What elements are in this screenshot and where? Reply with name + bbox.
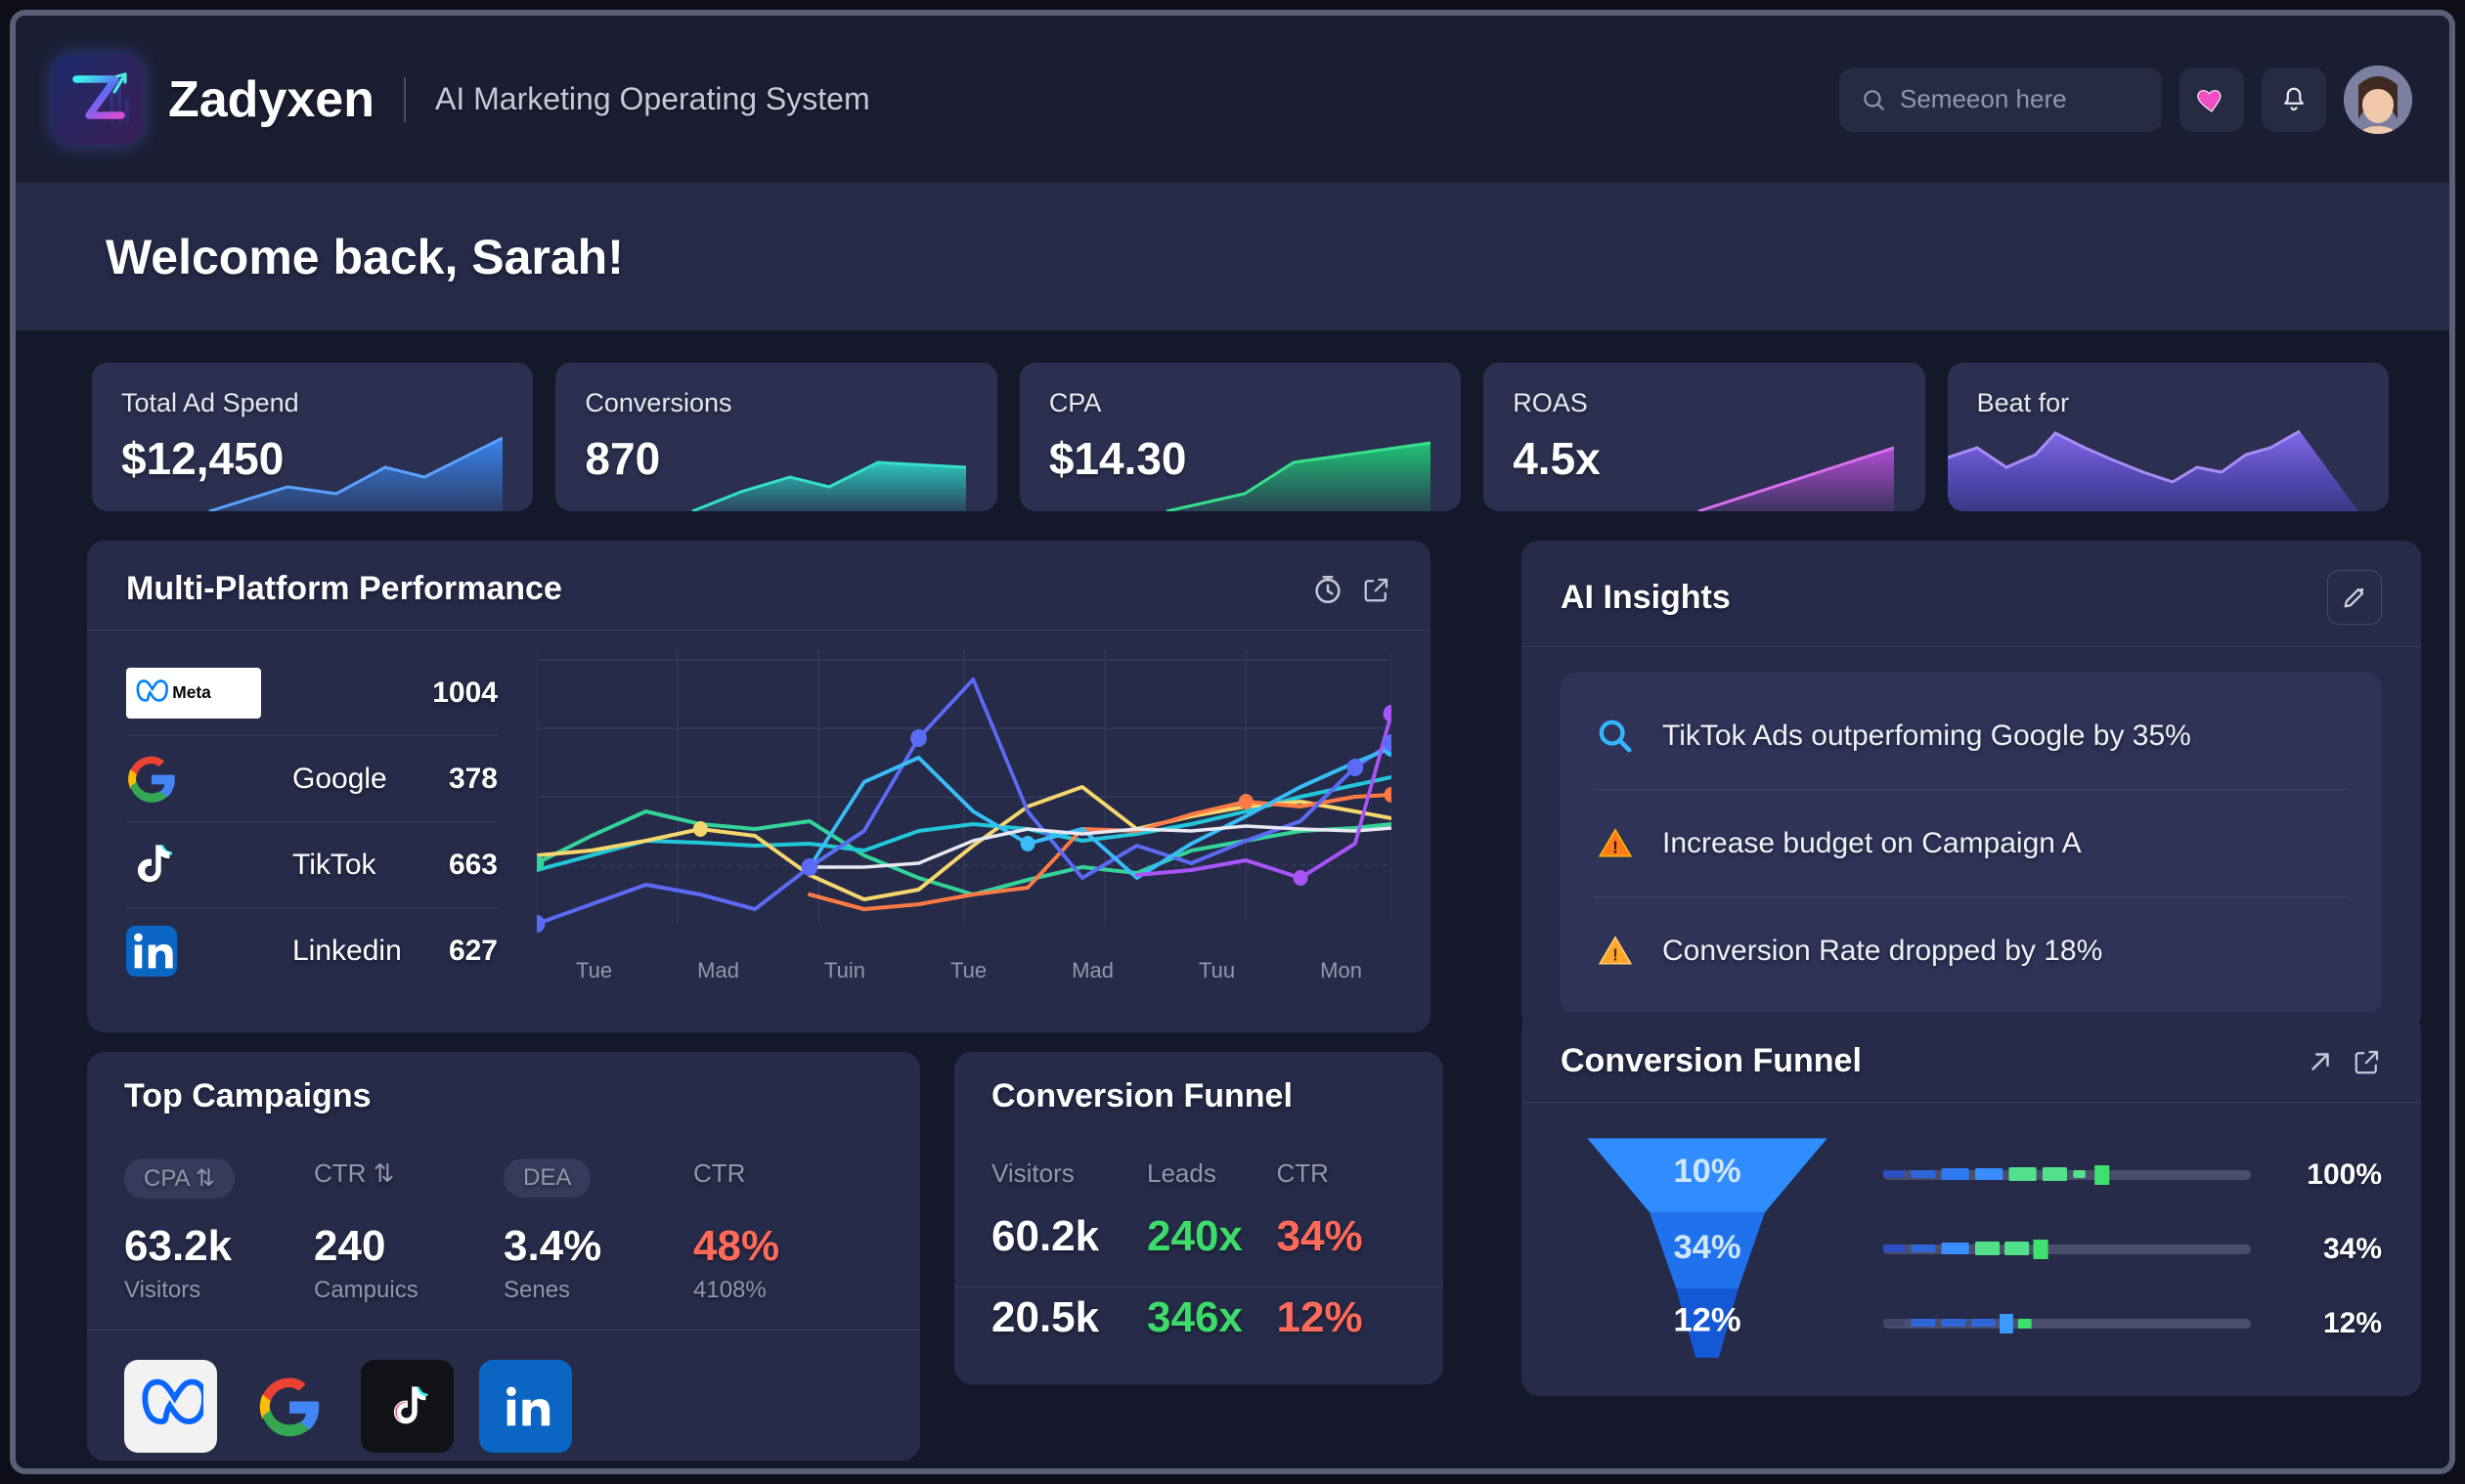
svg-text:10%: 10%	[1673, 1153, 1740, 1190]
svg-text:34%: 34%	[1673, 1229, 1740, 1266]
svg-text:!: !	[1612, 945, 1618, 965]
svg-text:!: !	[1612, 837, 1618, 856]
svg-text:12%: 12%	[1673, 1302, 1740, 1339]
svg-text:Meta: Meta	[172, 681, 211, 701]
